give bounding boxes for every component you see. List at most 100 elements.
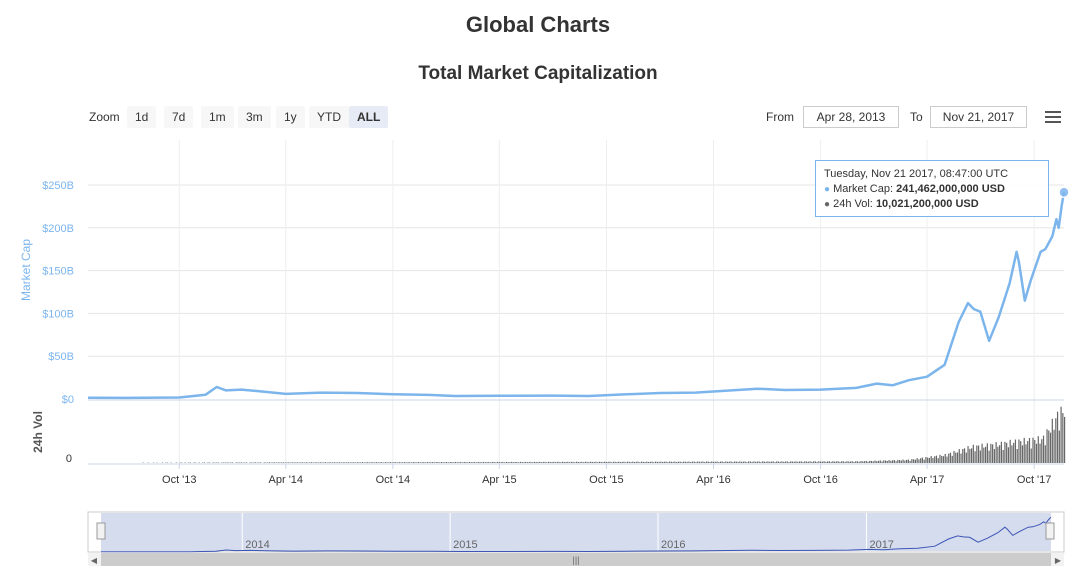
volume-bar — [321, 462, 323, 463]
volume-bar — [1046, 429, 1048, 463]
volume-bar — [614, 461, 616, 463]
volume-bar — [797, 461, 799, 463]
volume-bar — [725, 461, 727, 463]
volume-bar — [772, 461, 774, 463]
navigator-right-handle — [1045, 522, 1055, 540]
volume-bar — [361, 462, 364, 463]
volume-bar — [790, 461, 792, 463]
volume-bar — [532, 462, 534, 463]
volume-bar — [260, 462, 262, 463]
x-tick-label: Oct '16 — [803, 474, 838, 486]
zoom-button-ytd[interactable]: YTD — [309, 106, 349, 128]
volume-bar — [895, 461, 897, 463]
volume-bar — [776, 461, 778, 463]
volume-bar — [465, 462, 467, 463]
from-date-input[interactable]: Apr 28, 2013 — [803, 106, 899, 128]
volume-bar — [463, 462, 465, 463]
volume-bar — [453, 462, 455, 463]
volume-bar — [858, 461, 860, 463]
volume-bar — [999, 445, 1001, 463]
volume-bar — [554, 462, 557, 463]
volume-bar — [388, 462, 390, 463]
volume-bar — [1025, 444, 1027, 463]
volume-bar — [324, 462, 327, 463]
volume-bar — [251, 462, 253, 463]
zoom-button-1m[interactable]: 1m — [201, 106, 234, 128]
volume-bar — [547, 461, 550, 463]
volume-bar — [265, 462, 267, 463]
volume-bar — [293, 462, 295, 463]
x-tick-label: Oct '15 — [589, 474, 624, 486]
zoom-button-3m[interactable]: 3m — [238, 106, 271, 128]
volume-bar — [967, 446, 969, 463]
volume-bar — [877, 460, 880, 463]
volume-bar — [1028, 437, 1031, 463]
zoom-button-7d[interactable]: 7d — [164, 106, 194, 128]
volume-bar — [1021, 445, 1024, 463]
volume-bar — [1048, 430, 1050, 463]
volume-bar — [812, 461, 815, 463]
volume-bar — [1030, 448, 1032, 463]
volume-bar — [581, 461, 583, 463]
volume-bar — [891, 460, 894, 463]
zoom-button-1y[interactable]: 1y — [276, 106, 305, 128]
volume-bar — [816, 461, 818, 463]
x-tick-label: Apr '14 — [269, 474, 304, 486]
volume-bar — [804, 461, 806, 463]
volume-bar — [279, 462, 281, 463]
volume-bar — [1018, 439, 1020, 463]
zoom-button-all[interactable]: ALL — [349, 106, 389, 128]
volume-bar — [981, 443, 983, 463]
volume-bar — [953, 450, 955, 463]
volume-bar — [633, 462, 636, 463]
volume-bar — [328, 462, 330, 463]
volume-bar — [748, 461, 750, 463]
volume-bar — [274, 462, 276, 463]
volume-bar — [842, 461, 845, 463]
volume-bar — [542, 461, 544, 463]
volume-bar — [428, 462, 430, 463]
volume-bar — [783, 461, 785, 463]
volume-bar — [595, 461, 597, 463]
volume-bar — [628, 461, 630, 463]
volume-bar — [860, 461, 862, 463]
volume-bar — [839, 461, 841, 463]
volume-bar — [786, 461, 788, 463]
volume-bar — [400, 462, 402, 463]
volume-bar — [498, 462, 500, 463]
zoom-button-1d[interactable]: 1d — [127, 106, 157, 128]
volume-bar — [533, 461, 536, 463]
volume-bar — [765, 461, 767, 463]
x-tick-labels: Oct '13 Apr '14 Oct '14 Apr '15 Oct '15 Apr '… — [162, 464, 1051, 486]
volume-bar — [535, 462, 537, 463]
volume-bar — [809, 461, 811, 463]
volume-bar — [884, 460, 887, 463]
volume-bar — [911, 459, 913, 463]
to-date-input[interactable]: Nov 21, 2017 — [930, 106, 1027, 128]
volume-axis-label: 24h Vol — [31, 411, 45, 453]
hamburger-menu-icon[interactable] — [1045, 111, 1061, 124]
volume-bar — [367, 462, 369, 463]
volume-bar — [934, 456, 936, 463]
volume-bar — [693, 461, 695, 463]
volume-bar — [539, 461, 541, 463]
volume-bar — [630, 462, 632, 463]
volume-bar — [779, 461, 781, 463]
volume-bar — [577, 462, 579, 463]
page-title: Global Charts — [465, 12, 611, 37]
volume-bar — [837, 461, 839, 463]
volume-bar — [616, 462, 618, 463]
volume-bar — [389, 462, 392, 463]
volume-bar — [268, 462, 271, 463]
navigator-year-label: 2015 — [453, 539, 477, 551]
volume-bar — [732, 462, 734, 463]
volume-bar — [723, 461, 725, 463]
volume-bar — [667, 462, 669, 463]
volume-bar — [423, 462, 425, 463]
volume-bar — [449, 462, 451, 463]
volume-bar — [777, 461, 780, 463]
volume-bar — [430, 462, 432, 463]
volume-bar — [565, 461, 567, 463]
volume-bar — [742, 461, 744, 463]
volume-bar — [221, 462, 223, 463]
